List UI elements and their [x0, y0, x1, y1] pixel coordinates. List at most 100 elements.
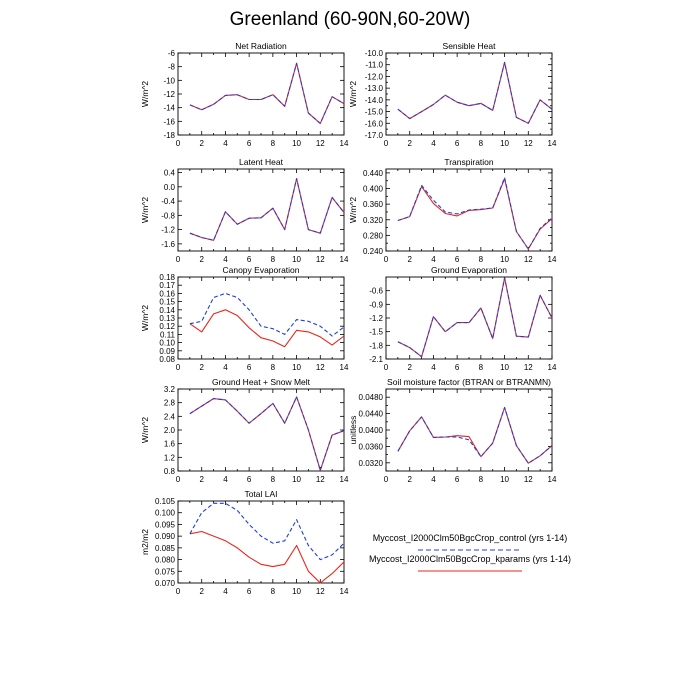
series-line-kparams — [189, 62, 345, 124]
y-tick-label: -15.0 — [365, 108, 384, 117]
plot-frame — [385, 276, 553, 360]
y-tick-label: -1.6 — [161, 240, 175, 249]
series-line-control — [189, 62, 345, 124]
series-line-kparams — [189, 396, 345, 471]
x-tick-label: 12 — [316, 363, 325, 372]
y-tick-label: 0.090 — [155, 532, 176, 541]
y-axis-label: W/m^2 — [348, 81, 358, 107]
x-tick-label: 4 — [431, 255, 436, 264]
y-tick-label: 0.095 — [155, 520, 176, 529]
y-tick-label: -16 — [163, 117, 175, 126]
series-line-kparams — [397, 406, 553, 464]
x-tick-label: 4 — [223, 587, 228, 596]
y-tick-label: 0.08 — [159, 355, 175, 364]
x-tick-label: 12 — [524, 475, 533, 484]
panel-title: Ground Heat + Snow Melt — [212, 377, 311, 387]
panel-title: Transpiration — [444, 157, 494, 167]
series-line-control — [189, 292, 345, 337]
x-tick-label: 10 — [292, 587, 301, 596]
panel-4: Transpiration 0 2 4 6 8 10 12 14 0.240 0.280 0.320 0… — [348, 157, 557, 264]
x-tick-label: 14 — [548, 363, 557, 372]
y-tick-label: 0.100 — [155, 509, 176, 518]
x-tick-label: 10 — [500, 255, 509, 264]
y-tick-label: -2.1 — [369, 355, 383, 364]
x-tick-label: 14 — [548, 475, 557, 484]
y-tick-label: -10.0 — [365, 49, 384, 58]
panel-7: Ground Heat + Snow Melt 0 2 4 6 8 10 12 14 0.8 1.2… — [140, 377, 349, 484]
y-axis-label: W/m^2 — [140, 305, 150, 331]
series-line-control — [189, 178, 345, 241]
x-tick-label: 0 — [176, 363, 181, 372]
y-tick-label: 1.2 — [164, 453, 176, 462]
y-tick-label: 0.0360 — [359, 442, 384, 451]
x-tick-label: 2 — [407, 475, 412, 484]
x-tick-label: 4 — [431, 139, 436, 148]
x-tick-label: 14 — [340, 363, 349, 372]
x-tick-label: 6 — [455, 255, 460, 264]
panel-title: Canopy Evaporation — [222, 265, 299, 275]
y-tick-label: 0.0400 — [359, 426, 384, 435]
x-tick-label: 0 — [176, 475, 181, 484]
y-tick-label: 0.4 — [164, 169, 176, 178]
x-tick-label: 10 — [500, 139, 509, 148]
y-tick-label: 0.0320 — [359, 459, 384, 468]
y-tick-label: 0.0480 — [359, 393, 384, 402]
x-tick-label: 2 — [199, 587, 204, 596]
panel-8: Soil moisture factor (BTRAN or BTRANMN)0… — [348, 377, 557, 484]
y-tick-label: 0.075 — [155, 567, 176, 576]
x-tick-label: 2 — [407, 139, 412, 148]
y-tick-label: -14 — [163, 104, 175, 113]
x-tick-label: 12 — [316, 255, 325, 264]
y-tick-label: 1.6 — [164, 440, 176, 449]
y-tick-label: 0.400 — [363, 185, 384, 194]
y-tick-label: -12.0 — [365, 72, 384, 81]
y-tick-label: -14.0 — [365, 96, 384, 105]
x-tick-label: 4 — [431, 475, 436, 484]
panel-9: Total LAI 0 2 4 6 8 10 12 14 0.070 0.075 0.080 0.085… — [140, 489, 349, 596]
y-tick-label: 0.085 — [155, 544, 176, 553]
legend-label: Myccost_I2000Clm50BgcCrop_kparams (yrs 1… — [369, 554, 571, 564]
x-tick-label: 14 — [340, 139, 349, 148]
y-tick-label: -0.9 — [369, 300, 383, 309]
y-tick-label: 0.360 — [363, 200, 384, 209]
panel-title: Net Radiation — [235, 41, 287, 51]
y-tick-label: -10 — [163, 76, 175, 85]
x-tick-label: 8 — [271, 587, 276, 596]
y-tick-label: 2.8 — [164, 399, 176, 408]
x-tick-label: 8 — [271, 475, 276, 484]
panel-6: Ground Evaporation 0 2 4 6 8 10 12 14 -2.1 -1.8 -1.… — [369, 265, 557, 372]
series-line-kparams — [189, 309, 345, 348]
y-tick-label: 0.440 — [363, 169, 384, 178]
y-axis-label: W/m^2 — [140, 417, 150, 443]
x-tick-label: 2 — [407, 363, 412, 372]
y-tick-label: 0.280 — [363, 231, 384, 240]
x-tick-label: 10 — [292, 255, 301, 264]
plot-frame — [177, 168, 345, 252]
x-tick-label: 12 — [524, 363, 533, 372]
panel-title: Latent Heat — [239, 157, 284, 167]
y-tick-label: -17.0 — [365, 131, 384, 140]
x-tick-label: 2 — [199, 363, 204, 372]
y-axis-label: m2/m2 — [140, 529, 150, 555]
x-tick-label: 8 — [479, 363, 484, 372]
y-tick-label: -6 — [168, 49, 176, 58]
panel-2: Sensible Heat 0 2 4 6 8 10 12 14 -17.0 -16.0 -15.0 -… — [348, 41, 557, 148]
y-tick-label: -16.0 — [365, 119, 384, 128]
x-tick-label: 0 — [176, 587, 181, 596]
y-tick-label: -18 — [163, 131, 175, 140]
y-tick-label: 0.320 — [363, 216, 384, 225]
y-tick-label: -0.4 — [161, 197, 175, 206]
figure-title: Greenland (60-90N,60-20W) — [229, 9, 471, 30]
series-line-control — [397, 177, 553, 250]
y-tick-label: 0.070 — [155, 579, 176, 588]
x-tick-label: 10 — [500, 475, 509, 484]
x-tick-label: 0 — [176, 255, 181, 264]
x-tick-label: 4 — [223, 139, 228, 148]
y-tick-label: 0.17 — [159, 281, 175, 290]
y-tick-label: 2.4 — [164, 412, 176, 421]
x-tick-label: 6 — [247, 363, 252, 372]
panel-1: Net Radiation 0 2 4 6 8 10 12 14 -18 -16 -14 -12 -10 -… — [140, 41, 349, 148]
x-tick-label: 0 — [384, 139, 389, 148]
